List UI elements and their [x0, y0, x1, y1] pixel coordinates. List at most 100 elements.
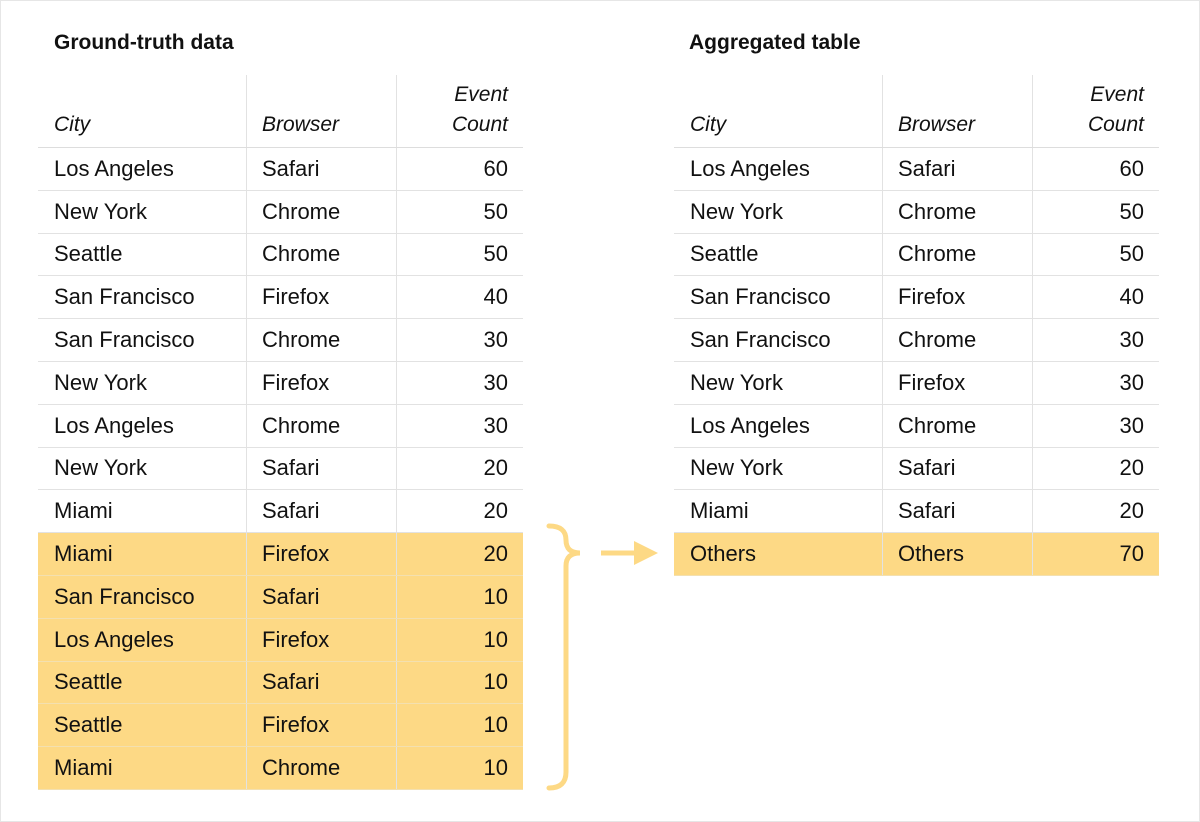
- table-row: San Francisco Chrome 30: [38, 319, 523, 362]
- cell-browser: Firefox: [247, 361, 397, 404]
- table-row: San Francisco Firefox 40: [38, 276, 523, 320]
- cell-browser: Firefox: [247, 704, 397, 747]
- table-row: Miami Safari 20: [38, 490, 523, 534]
- table-row: New York Safari 20: [38, 447, 523, 491]
- table-row: San Francisco Chrome 30: [674, 319, 1159, 362]
- table-row-highlighted: Los Angeles Firefox 10: [38, 618, 523, 662]
- header-city: City: [38, 75, 247, 147]
- cell-browser: Safari: [247, 447, 397, 490]
- cell-event-count: 30: [1119, 369, 1144, 395]
- cell-city: Seattle: [38, 661, 247, 704]
- table-row: New York Safari 20: [674, 447, 1159, 491]
- table-row-highlighted: Miami Chrome 10: [38, 747, 523, 790]
- cell-city: Seattle: [674, 233, 883, 276]
- cell-browser: Safari: [247, 490, 397, 533]
- cell-browser: Chrome: [247, 747, 397, 789]
- cell-event-count: 40: [1119, 284, 1144, 310]
- right-table-title: Aggregated table: [689, 31, 861, 54]
- cell-browser: Chrome: [247, 190, 397, 233]
- left-table-title: Ground-truth data: [54, 31, 234, 54]
- curly-brace-icon: [546, 523, 581, 791]
- table-row-highlighted: Miami Firefox 20: [38, 533, 523, 576]
- cell-event-count: 60: [1119, 155, 1144, 181]
- cell-browser: Firefox: [883, 276, 1033, 319]
- ground-truth-table: City Browser Event Count Los Angeles Safa…: [38, 75, 523, 790]
- cell-event-count: 30: [483, 412, 508, 438]
- cell-browser: Chrome: [883, 233, 1033, 276]
- cell-city: Los Angeles: [674, 404, 883, 447]
- header-event-count: Event Count: [1087, 83, 1144, 136]
- cell-city: Los Angeles: [38, 404, 247, 447]
- cell-event-count: 30: [1119, 412, 1144, 438]
- cell-city: Miami: [38, 490, 247, 533]
- cell-event-count: 20: [483, 455, 508, 481]
- cell-browser: Safari: [883, 447, 1033, 490]
- cell-browser: Chrome: [883, 190, 1033, 233]
- cell-browser: Chrome: [883, 319, 1033, 361]
- table-header: City Browser Event Count: [674, 75, 1159, 148]
- cell-city: New York: [674, 190, 883, 233]
- cell-browser: Firefox: [247, 618, 397, 661]
- table-row-highlighted: San Francisco Safari 10: [38, 575, 523, 619]
- arrow-head-icon: [634, 541, 658, 565]
- table-row: New York Firefox 30: [38, 361, 523, 405]
- cell-browser: Safari: [247, 661, 397, 704]
- table-row: Los Angeles Chrome 30: [674, 404, 1159, 448]
- cell-city: Others: [674, 533, 883, 575]
- table-row: San Francisco Firefox 40: [674, 276, 1159, 320]
- cell-city: San Francisco: [38, 319, 247, 361]
- cell-browser: Firefox: [247, 533, 397, 575]
- table-header: City Browser Event Count: [38, 75, 523, 148]
- cell-city: New York: [674, 447, 883, 490]
- table-row: Seattle Chrome 50: [674, 233, 1159, 277]
- cell-city: New York: [38, 361, 247, 404]
- cell-city: San Francisco: [38, 276, 247, 319]
- cell-browser: Safari: [883, 148, 1033, 190]
- cell-city: San Francisco: [38, 575, 247, 618]
- cell-event-count: 20: [483, 541, 508, 567]
- cell-event-count: 30: [483, 369, 508, 395]
- cell-browser: Chrome: [247, 233, 397, 276]
- cell-event-count: 10: [483, 669, 508, 695]
- cell-event-count: 20: [483, 498, 508, 524]
- cell-event-count: 50: [1119, 198, 1144, 224]
- cell-event-count: 70: [1119, 541, 1144, 567]
- cell-city: Seattle: [38, 704, 247, 747]
- cell-event-count: 10: [483, 583, 508, 609]
- cell-event-count: 30: [1119, 327, 1144, 353]
- cell-browser: Safari: [247, 575, 397, 618]
- table-row: New York Chrome 50: [38, 190, 523, 234]
- table-row-highlighted: Seattle Firefox 10: [38, 704, 523, 748]
- cell-city: Miami: [38, 533, 247, 575]
- table-row: Miami Safari 20: [674, 490, 1159, 534]
- cell-city: Miami: [38, 747, 247, 789]
- table-row-highlighted: Others Others 70: [674, 533, 1159, 576]
- cell-event-count: 20: [1119, 455, 1144, 481]
- header-event-count: Event Count: [451, 83, 508, 136]
- header-browser: Browser: [247, 75, 397, 147]
- header-city: City: [674, 75, 883, 147]
- cell-city: New York: [38, 447, 247, 490]
- cell-browser: Firefox: [883, 361, 1033, 404]
- cell-city: Los Angeles: [674, 148, 883, 190]
- table-row: Los Angeles Safari 60: [674, 148, 1159, 191]
- cell-city: San Francisco: [674, 276, 883, 319]
- cell-event-count: 40: [483, 284, 508, 310]
- table-row: Seattle Chrome 50: [38, 233, 523, 277]
- cell-city: Los Angeles: [38, 148, 247, 190]
- header-browser: Browser: [883, 75, 1033, 147]
- cell-city: Seattle: [38, 233, 247, 276]
- cell-event-count: 10: [483, 755, 508, 781]
- cell-browser: Chrome: [883, 404, 1033, 447]
- cell-city: New York: [674, 361, 883, 404]
- cell-event-count: 50: [1119, 241, 1144, 267]
- table-row: Los Angeles Chrome 30: [38, 404, 523, 448]
- table-row: New York Chrome 50: [674, 190, 1159, 234]
- cell-event-count: 20: [1119, 498, 1144, 524]
- table-row: New York Firefox 30: [674, 361, 1159, 405]
- cell-browser: Chrome: [247, 319, 397, 361]
- cell-event-count: 10: [483, 712, 508, 738]
- cell-city: New York: [38, 190, 247, 233]
- cell-city: San Francisco: [674, 319, 883, 361]
